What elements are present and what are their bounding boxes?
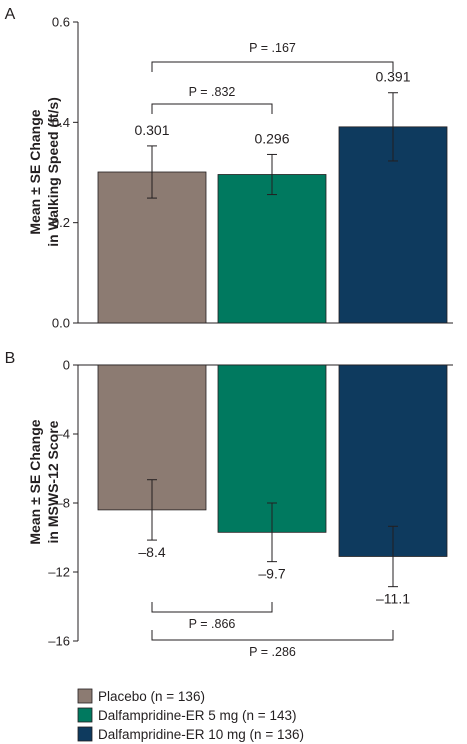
panel-b-ytick-label: –4 — [56, 427, 70, 442]
panel-a-ylabel-line: in Walking Speed (ft/s) — [45, 97, 61, 247]
legend: Placebo (n = 136) Dalfampridine-ER 5 mg (… — [77, 688, 304, 742]
panel-b-ylabel-line: in MSWS-12 Score — [45, 420, 61, 543]
panel-b-value-label: –11.1 — [376, 591, 410, 607]
panel-a-letter: A — [5, 6, 16, 23]
panel-b-value-label: –8.4 — [138, 544, 165, 560]
panel-b-ytick-label: –12 — [48, 565, 70, 580]
panel-b-bar — [338, 364, 448, 557]
legend-swatch — [77, 707, 93, 723]
panel-a-p-value: P = .167 — [249, 41, 296, 55]
panel-a-p-bracket — [151, 61, 394, 72]
panel-a-ytick-label: 0.0 — [52, 316, 70, 331]
panel-a-ylabel: Mean ± SE Change in Walking Speed (ft/s) — [27, 97, 61, 247]
panel-b-p-value: P = .286 — [249, 645, 296, 659]
panel-a-ytick-label: 0.2 — [52, 215, 70, 230]
panel-b-value-label: –9.7 — [258, 566, 285, 582]
panel-a-bar — [97, 171, 207, 324]
panel-b-ytick-label: 0 — [63, 358, 70, 373]
panel-a-bar — [217, 174, 327, 324]
panel-b-ylabel: Mean ± SE Change in MSWS-12 Score — [27, 419, 61, 544]
panel-b-ytick-label: –8 — [56, 496, 70, 511]
legend-label: Placebo (n = 136) — [98, 689, 205, 704]
legend-swatch — [77, 688, 93, 704]
panel-a-value-label: 0.296 — [254, 130, 289, 146]
panel-a-value-label: 0.301 — [134, 122, 169, 138]
panel-a-value-label: 0.391 — [375, 69, 410, 85]
legend-label: Dalfampridine-ER 5 mg (n = 143) — [98, 708, 296, 723]
panel-a-walking-speed: A Mean ± SE Change in Walking Speed (ft/s)… — [5, 6, 453, 331]
legend-swatch — [77, 726, 93, 742]
panel-b-p-bracket — [151, 630, 394, 641]
panel-a-ylabel-line: Mean ± SE Change — [27, 109, 43, 234]
panel-a-p-value: P = .832 — [189, 85, 236, 99]
panel-b-p-value: P = .866 — [189, 617, 236, 631]
panel-b-msws12: B Mean ± SE Change in MSWS-12 Score 0 –4 –8 –1… — [5, 350, 453, 659]
panel-a-ytick-label: 0.6 — [52, 15, 70, 30]
panel-b-p-bracket — [151, 602, 273, 613]
panel-b-ylabel-line: Mean ± SE Change — [27, 419, 43, 544]
panel-b-letter: B — [5, 350, 16, 367]
panel-a-ytick-label: 0.4 — [52, 115, 70, 130]
panel-b-ytick-label: –16 — [48, 634, 70, 649]
legend-label: Dalfampridine-ER 10 mg (n = 136) — [98, 727, 304, 742]
panel-a-p-bracket — [151, 103, 273, 114]
